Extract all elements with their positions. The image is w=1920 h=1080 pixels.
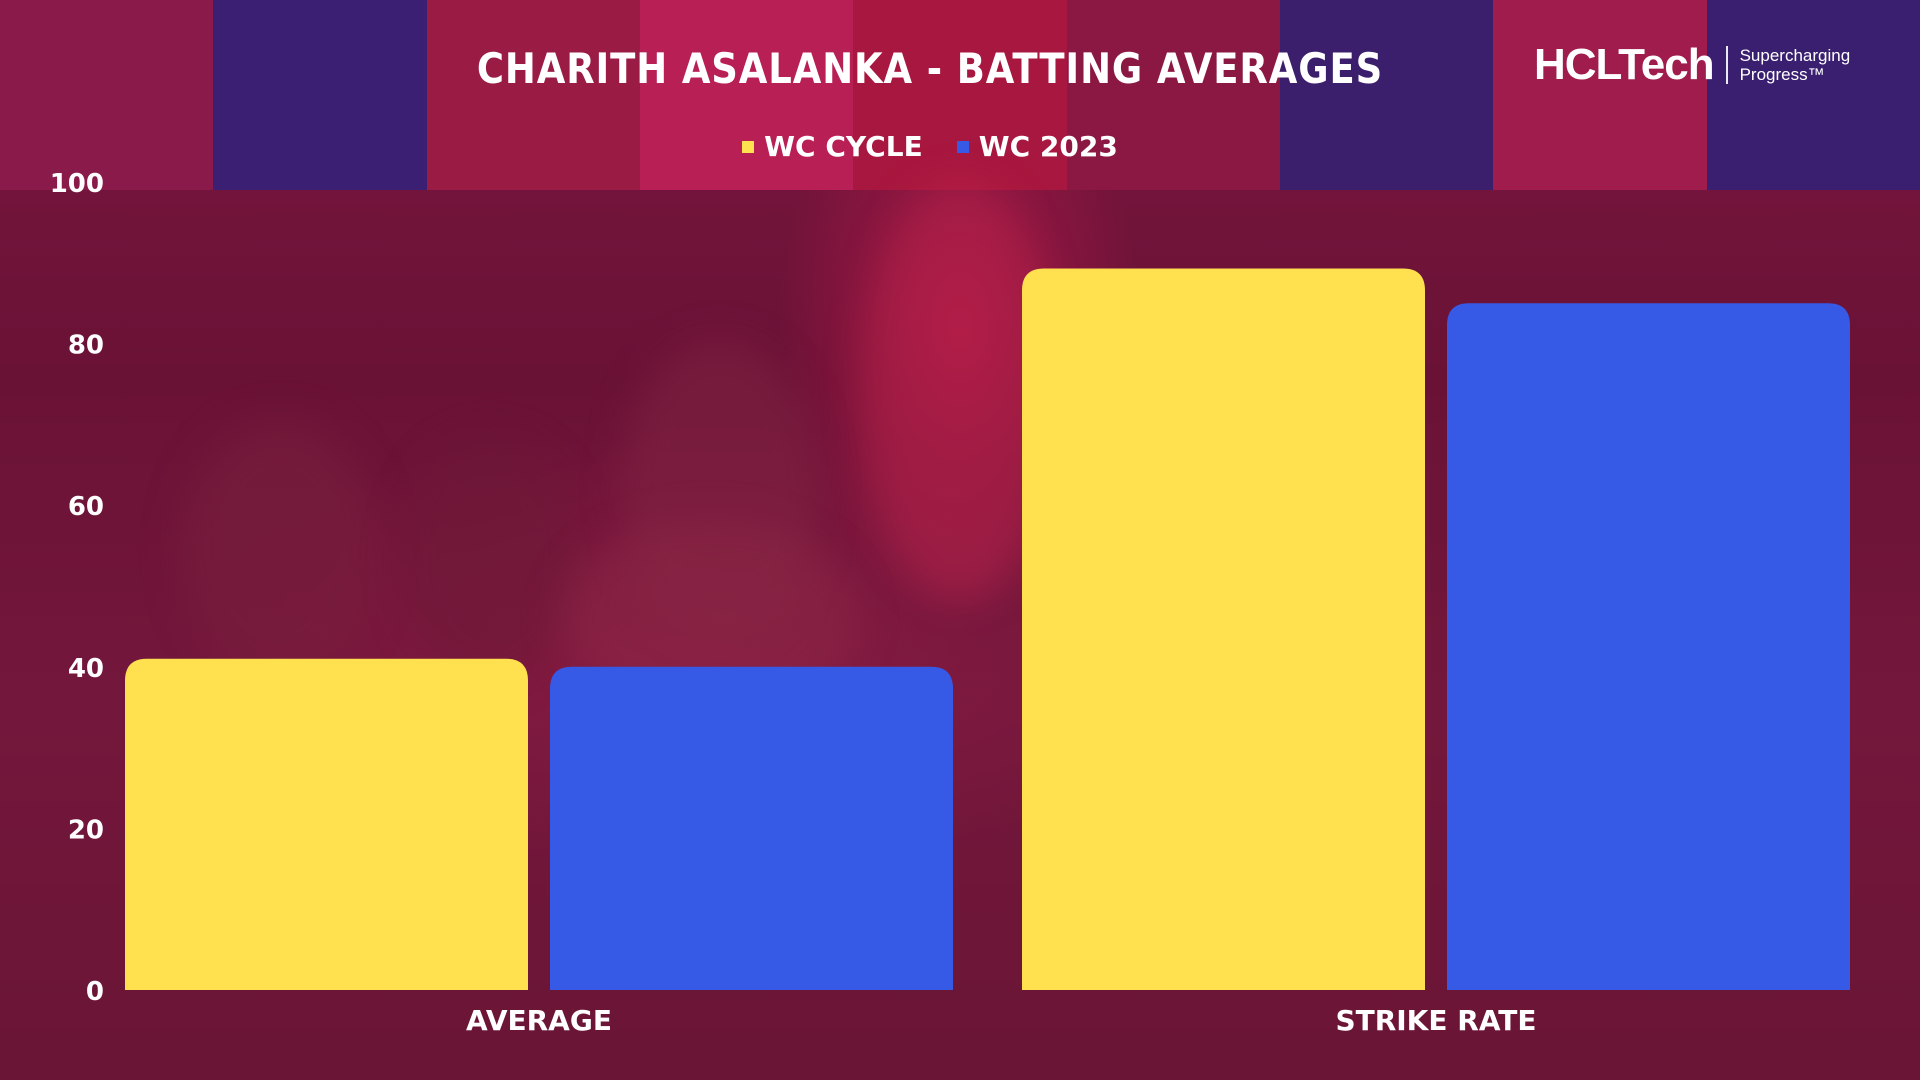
chart-title: CHARITH ASALANKA - BATTING AVERAGES [476,44,1384,93]
logo-tagline-line1: Supercharging [1739,46,1851,65]
legend-item-wc-2023: WC 2023 [956,130,1118,163]
bar-average-wc-2023 [550,666,953,990]
background-banners [0,0,1920,190]
legend-label-wc-2023: WC 2023 [978,130,1118,163]
legend-swatch-wc-2023 [956,140,969,153]
x-category-label: STRIKE RATE [1335,1004,1536,1037]
y-tick-label: 20 [68,815,104,845]
logo-tagline: Supercharging Progress™ [1740,46,1851,84]
legend-label-wc-cycle: WC CYCLE [764,130,923,163]
logo-brand: HCLTech [1534,40,1715,89]
bar-strike-rate-wc-cycle [1022,268,1425,990]
y-tick-label: 60 [68,492,104,522]
logo-tagline-line2: Progress™ [1739,65,1825,84]
y-tick-label: 80 [68,331,104,361]
y-tick-label: 0 [86,977,104,1007]
logo-divider [1725,46,1728,84]
background-figure [180,420,380,680]
legend-item-wc-cycle: WC CYCLE [742,130,923,163]
bar-average-wc-cycle [125,658,528,990]
legend-swatch-wc-cycle [742,140,755,153]
bar-strike-rate-wc-2023 [1447,303,1850,990]
y-tick-label: 40 [68,654,104,684]
chart-legend: WC CYCLE WC 2023 [0,130,1860,163]
hcltech-logo: HCLTech Supercharging Progress™ [1534,40,1850,90]
background-figure [400,440,580,680]
y-tick-label: 100 [50,169,104,199]
x-category-label: AVERAGE [466,1004,612,1037]
